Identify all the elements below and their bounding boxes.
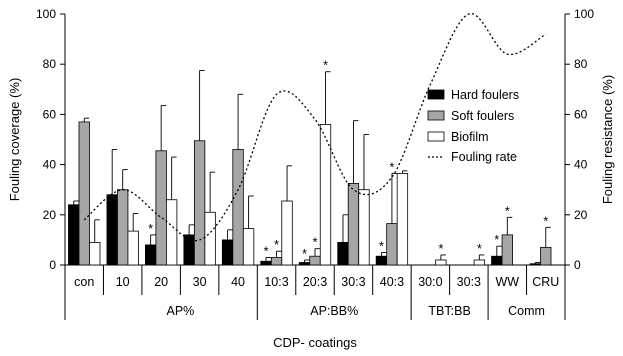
- y-tick-label-right: 80: [574, 57, 588, 71]
- significance-star: *: [389, 159, 394, 174]
- x-tick-label: CRU: [532, 275, 559, 289]
- bar-soft-foulers: [347, 183, 360, 266]
- significance-star: *: [494, 232, 499, 247]
- bar-biofilm: [396, 172, 409, 266]
- significance-star: *: [264, 243, 269, 258]
- legend-label: Soft foulers: [451, 109, 514, 123]
- y-tick-label-left: 80: [43, 57, 57, 71]
- bar-hard-foulers: [106, 194, 118, 266]
- bar-hard-foulers: [337, 242, 349, 266]
- x-axis-title: CDP- coatings: [273, 335, 357, 350]
- y-tick-label-left: 20: [43, 208, 57, 222]
- bar-biofilm: [166, 199, 178, 266]
- legend-swatch: [427, 131, 445, 142]
- axes: 0 0 20 20 40 40 60 60 80 80 100 100 con 10 20 30 40 10:3 2…: [36, 7, 594, 320]
- y-tick-label-left: 100: [36, 7, 56, 21]
- bar-hard-foulers: [491, 255, 503, 266]
- legend: Hard foulers Soft foulers Biofilm Fouling r…: [427, 88, 519, 164]
- significance-star: *: [312, 235, 317, 250]
- x-tick-label: WW: [496, 275, 520, 289]
- legend-swatch: [427, 110, 445, 121]
- y-tick-label-right: 40: [574, 158, 588, 172]
- significance-star: *: [274, 237, 279, 252]
- bar-biofilm: [281, 200, 293, 266]
- group-label: Comm: [508, 304, 545, 318]
- significance-star: *: [438, 241, 443, 256]
- bar-biofilm: [242, 228, 255, 266]
- group-label: AP%: [166, 304, 194, 318]
- significance-star: *: [379, 238, 384, 253]
- bar-hard-foulers: [145, 244, 157, 266]
- legend-swatch: [427, 89, 445, 100]
- bar-hard-foulers: [375, 255, 388, 266]
- group-label: AP:BB%: [310, 304, 358, 318]
- axis-labels: Fouling coverage (%) Fouling resistance (…: [7, 75, 615, 350]
- bar-biofilm: [127, 230, 139, 266]
- bar-soft-foulers: [309, 255, 321, 266]
- significance-star: *: [505, 203, 510, 218]
- x-tick-label: 30:3: [457, 275, 481, 289]
- bar-hard-foulers: [221, 239, 234, 266]
- legend-label: Biofilm: [451, 130, 489, 144]
- x-tick-label: 30:0: [418, 275, 442, 289]
- significance-star: *: [477, 241, 482, 256]
- y-axis-title-left: Fouling coverage (%): [7, 78, 22, 202]
- bar-soft-foulers: [501, 234, 513, 266]
- fouling-rate-line: [83, 13, 547, 242]
- x-tick-label: 40: [231, 275, 245, 289]
- bar-hard-foulers: [183, 234, 195, 266]
- bar-soft-foulers: [540, 247, 552, 266]
- bar-biofilm: [358, 189, 370, 266]
- significance-star: *: [323, 58, 328, 73]
- significance-star: *: [148, 221, 153, 236]
- bar-hard-foulers: [298, 262, 311, 266]
- y-tick-label-left: 0: [49, 258, 56, 272]
- y-tick-label-right: 0: [574, 258, 581, 272]
- legend-label: Hard foulers: [451, 88, 519, 102]
- x-tick-label: 30:3: [341, 275, 365, 289]
- x-tick-label: 30: [193, 275, 207, 289]
- x-tick-label: con: [74, 275, 94, 289]
- x-tick-label: 10:3: [264, 275, 288, 289]
- bar-soft-foulers: [232, 149, 244, 266]
- y-tick-label-left: 40: [43, 158, 57, 172]
- x-tick-label: 20: [154, 275, 168, 289]
- bar-biofilm: [89, 242, 101, 266]
- legend-label: Fouling rate: [451, 150, 517, 164]
- significance-stars: * * * * * * * * * * * * *: [148, 58, 548, 261]
- significance-star: *: [543, 213, 548, 228]
- bar-soft-foulers: [193, 140, 206, 266]
- error-bars: [73, 70, 551, 264]
- bar-soft-foulers: [78, 121, 90, 266]
- bar-soft-foulers: [386, 223, 398, 266]
- bar-hard-foulers: [529, 263, 541, 266]
- bar-biofilm: [473, 259, 485, 266]
- bar-soft-foulers: [270, 257, 283, 266]
- group-label: TBT:BB: [428, 304, 470, 318]
- bar-biofilm: [435, 259, 447, 266]
- x-tick-label: 40:3: [380, 275, 404, 289]
- bar-hard-foulers: [260, 260, 272, 266]
- y-tick-label-right: 100: [574, 7, 594, 21]
- fouling-rate-curve: [83, 13, 547, 242]
- bar-soft-foulers: [117, 189, 129, 266]
- y-tick-label-left: 60: [43, 107, 57, 121]
- bar-biofilm: [204, 211, 216, 266]
- bar-hard-foulers: [68, 204, 80, 266]
- x-tick-label: 20:3: [303, 275, 327, 289]
- significance-star: *: [302, 246, 307, 261]
- y-tick-label-right: 60: [574, 107, 588, 121]
- y-axis-title-right: Fouling resistance (%): [600, 75, 615, 204]
- x-tick-label: 10: [116, 275, 130, 289]
- bar-soft-foulers: [155, 150, 167, 266]
- y-tick-label-right: 20: [574, 208, 588, 222]
